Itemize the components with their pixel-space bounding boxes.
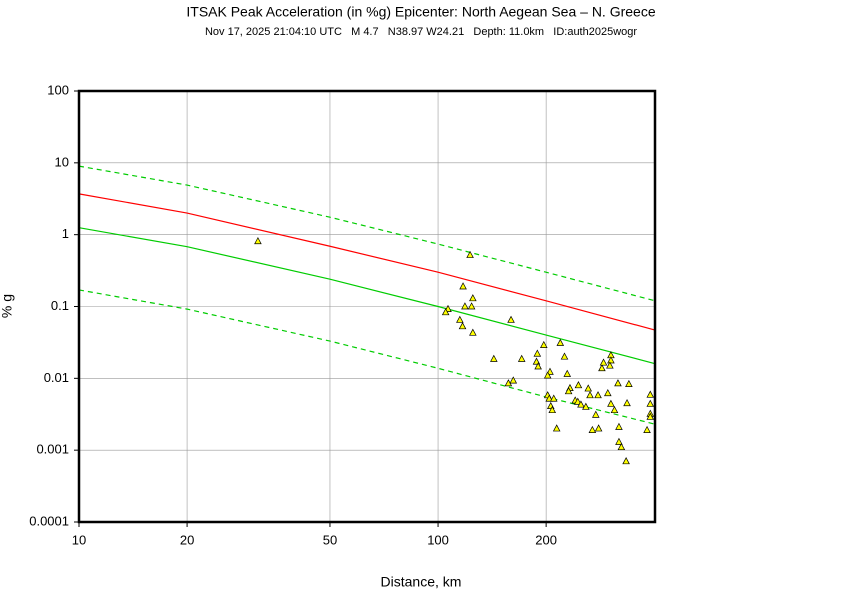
station-point [643,425,651,433]
station-point [467,302,476,310]
station-point [646,390,655,398]
station-point [441,308,450,316]
station-point [646,412,655,420]
station-point [564,387,573,395]
station-point [533,349,542,357]
x-tick-label: 100 [427,532,449,547]
station-point [598,364,606,372]
x-axis-label: Distance, km [381,574,462,590]
station-point [560,352,569,360]
station-point [469,328,477,336]
chart-title: ITSAK Peak Acceleration (in %g) Epicente… [186,4,655,20]
model-line [78,289,656,425]
y-tick-label: 10 [55,154,69,169]
station-point [556,338,565,346]
points [254,236,655,465]
station-point [625,379,633,387]
station-point [549,394,558,402]
station-point [607,356,615,364]
station-point [534,362,542,370]
station-point [254,236,262,245]
model-line [78,227,656,365]
y-axis-label: % g [0,294,15,318]
station-point [458,322,467,330]
y-tick-label: 0.1 [51,298,69,313]
station-point [586,391,594,399]
station-point [592,410,600,418]
chart-subtitle: Nov 17, 2025 21:04:10 UTC M 4.7 N38.97 W… [205,26,637,38]
station-point [646,399,655,407]
station-point [594,391,602,399]
station-point [461,302,469,310]
station-point [594,424,603,432]
y-tick-label: 0.001 [36,442,69,457]
station-point [469,294,477,302]
y-tick-label: 1 [62,226,69,241]
station-point [604,389,612,397]
station-point [563,369,572,377]
x-tick-label: 20 [180,532,194,547]
station-point [615,437,623,445]
station-point [573,397,582,405]
station-point [610,405,619,414]
station-point [617,442,626,451]
y-tick-label: 100 [47,82,69,97]
station-point [466,250,474,258]
station-point [599,358,608,366]
station-point [574,381,583,389]
station-point [588,425,597,433]
station-point [517,354,526,362]
model-line [78,193,656,331]
station-point [584,384,593,392]
station-point [614,379,622,387]
y-tick-label: 0.01 [44,370,69,385]
station-point [509,376,518,384]
x-tick-label: 10 [72,532,86,547]
station-point [622,457,630,465]
station-point [456,315,464,323]
station-point [623,399,631,407]
station-point [577,400,585,408]
station-point [490,354,498,362]
station-point [607,399,615,407]
station-point [606,361,614,369]
station-point [582,402,590,410]
station-point [548,405,557,414]
grid [74,90,655,527]
x-tick-label: 200 [535,532,557,547]
model-line [78,165,656,302]
x-tick-label: 50 [323,532,337,547]
station-point [532,357,541,365]
station-point [539,340,548,348]
station-point [545,394,554,402]
y-tick-label: 0.0001 [29,513,69,528]
station-point [543,371,552,379]
station-point [615,422,623,430]
station-point [459,282,467,290]
plot-frame [77,89,657,524]
station-point [507,315,515,323]
station-point [552,424,561,432]
lines [78,165,656,425]
